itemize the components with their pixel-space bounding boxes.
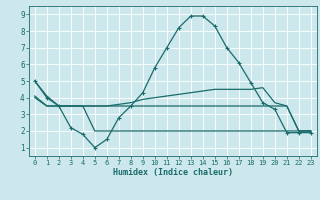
X-axis label: Humidex (Indice chaleur): Humidex (Indice chaleur) — [113, 168, 233, 177]
